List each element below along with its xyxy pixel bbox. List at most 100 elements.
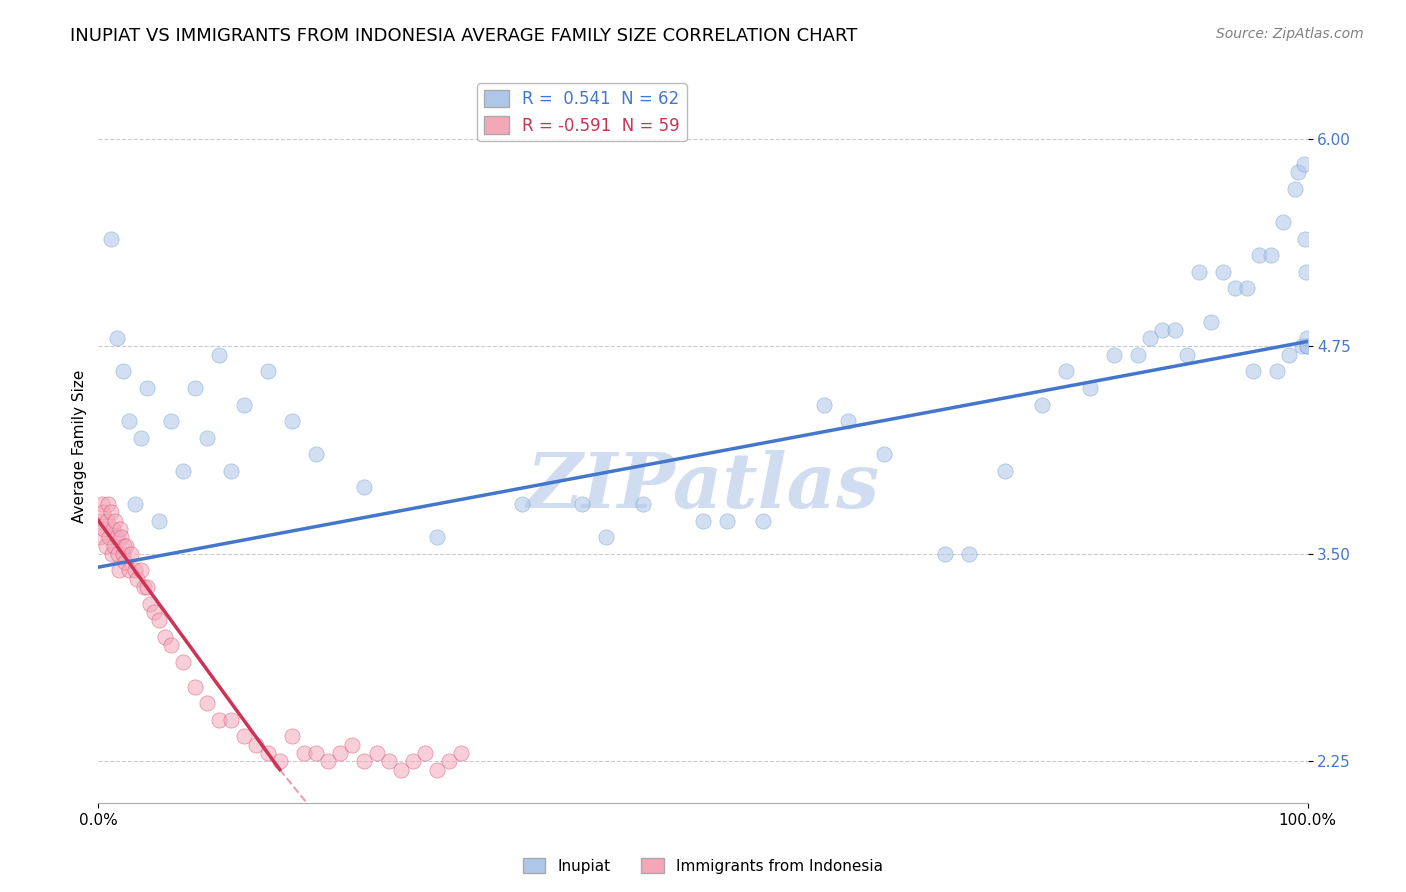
Point [148, 514, 170, 528]
Point [1286, 165, 1309, 179]
Point [98, 530, 121, 544]
Point [111, 364, 134, 378]
Point [426, 530, 449, 544]
Point [1278, 348, 1301, 362]
Point [97, 497, 120, 511]
Point [305, 447, 328, 461]
Point [1188, 265, 1211, 279]
Point [377, 754, 399, 768]
Point [994, 464, 1017, 478]
Point [105, 530, 128, 544]
Point [135, 580, 157, 594]
Point [120, 547, 142, 561]
Point [450, 746, 472, 760]
Point [129, 564, 152, 578]
Point [934, 547, 956, 561]
Point [134, 580, 156, 594]
Point [1031, 397, 1053, 411]
Point [89, 530, 111, 544]
Legend: Inupiat, Immigrants from Indonesia: Inupiat, Immigrants from Indonesia [516, 852, 890, 880]
Point [1296, 331, 1319, 345]
Point [107, 547, 129, 561]
Point [353, 481, 375, 495]
Point [813, 397, 835, 411]
Point [1267, 364, 1289, 378]
Point [110, 530, 132, 544]
Point [160, 414, 183, 428]
Point [114, 555, 136, 569]
Point [1296, 339, 1319, 353]
Point [94, 539, 117, 553]
Point [1296, 339, 1319, 353]
Point [90, 514, 112, 528]
Point [143, 605, 166, 619]
Point [402, 754, 425, 768]
Point [1163, 323, 1185, 337]
Point [127, 572, 149, 586]
Point [571, 497, 593, 511]
Point [91, 497, 114, 511]
Point [510, 497, 533, 511]
Point [129, 431, 152, 445]
Point [100, 505, 122, 519]
Point [103, 539, 125, 553]
Point [873, 447, 896, 461]
Point [1212, 265, 1234, 279]
Point [160, 638, 183, 652]
Point [1175, 348, 1198, 362]
Legend: R =  0.541  N = 62, R = -0.591  N = 59: R = 0.541 N = 62, R = -0.591 N = 59 [478, 83, 686, 141]
Point [1292, 157, 1315, 171]
Point [1294, 231, 1316, 245]
Point [104, 514, 127, 528]
Point [329, 746, 352, 760]
Point [112, 539, 135, 553]
Point [101, 522, 124, 536]
Point [595, 530, 617, 544]
Point [1223, 281, 1246, 295]
Point [413, 746, 436, 760]
Point [1249, 248, 1271, 262]
Text: ZIPatlas: ZIPatlas [526, 450, 880, 524]
Point [195, 696, 218, 710]
Point [389, 763, 412, 777]
Point [100, 547, 122, 561]
Point [1152, 323, 1174, 337]
Point [269, 754, 291, 768]
Point [281, 730, 304, 744]
Point [108, 522, 131, 536]
Point [957, 547, 980, 561]
Point [232, 397, 254, 411]
Point [437, 754, 460, 768]
Point [837, 414, 859, 428]
Y-axis label: Average Family Size: Average Family Size [72, 369, 87, 523]
Text: Source: ZipAtlas.com: Source: ZipAtlas.com [1216, 27, 1364, 41]
Point [631, 497, 654, 511]
Point [221, 713, 243, 727]
Point [124, 497, 146, 511]
Point [281, 414, 304, 428]
Point [342, 738, 364, 752]
Point [153, 630, 176, 644]
Point [91, 505, 114, 519]
Point [118, 414, 141, 428]
Point [366, 746, 388, 760]
Point [100, 231, 122, 245]
Point [692, 514, 714, 528]
Point [1272, 215, 1295, 229]
Point [256, 746, 278, 760]
Point [96, 514, 118, 528]
Point [1284, 182, 1306, 196]
Point [184, 680, 207, 694]
Point [1241, 364, 1264, 378]
Point [221, 464, 243, 478]
Point [208, 348, 231, 362]
Point [1236, 281, 1258, 295]
Point [172, 464, 194, 478]
Point [184, 381, 207, 395]
Point [426, 763, 449, 777]
Point [716, 514, 738, 528]
Point [1260, 248, 1282, 262]
Point [148, 613, 170, 627]
Point [1139, 331, 1161, 345]
Point [172, 655, 194, 669]
